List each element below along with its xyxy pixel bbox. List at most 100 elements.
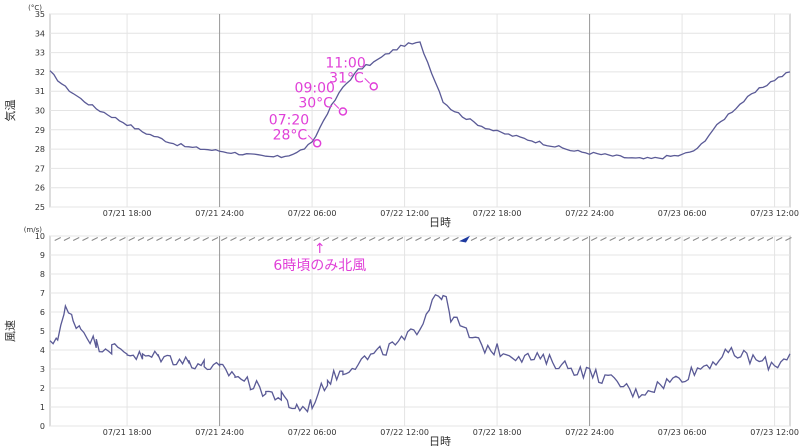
panel2-y-tick-label: 2 [40,384,45,393]
panel2-y-tick-label: 4 [40,346,45,355]
wind-direction-arrow-north [459,235,471,243]
panel1-y-tick-label: 34 [35,29,45,38]
annotation-north-wind: 6時頃のみ北風 [273,258,366,274]
panel2-x-tick-label: 07/21 18:00 [103,428,152,437]
wind-direction-barb [405,237,413,241]
wind-direction-barb [248,237,256,241]
wind-direction-barb [433,237,441,241]
wind-direction-barb [535,237,542,241]
panel2-y-tick-label: 10 [35,232,45,241]
wind-direction-barb [267,237,274,241]
panel1-y-tick-label: 35 [35,10,45,19]
panel1-y-tick-label: 30 [35,107,45,116]
panel1-x-tick-label: 07/22 12:00 [380,209,429,218]
wind-direction-barb [766,237,774,241]
wind-direction-barb [415,237,422,241]
wind-direction-barb [109,237,117,241]
wind-direction-barb [729,237,737,241]
wind-direction-barb [165,237,172,241]
panel1-x-tick-label: 07/23 12:00 [750,209,799,218]
panel2-y-tick-label: 5 [40,327,45,336]
wind-direction-barb [294,237,302,241]
wind-direction-barb [285,237,293,241]
annotation-time: 09:00 [295,80,335,96]
panel2-series-line [49,293,791,413]
panel1-y-tick-label: 27 [35,164,45,173]
panel1-y-tick-label: 33 [35,49,45,58]
panel2-unit-label: (m/s) [24,226,43,234]
wind-direction-barb [183,237,191,241]
wind-direction-barb [100,237,108,241]
panel1-y-tick-label: 32 [35,68,45,77]
wind-direction-barb [701,237,709,241]
wind-direction-barb [609,237,616,241]
wind-direction-barb [128,237,135,241]
wind-direction-barb [655,237,663,241]
wind-direction-barb [202,237,209,241]
panel2-y-axis-label: 風速 [4,320,17,342]
wind-direction-barb [304,237,311,241]
panel1-x-tick-label: 07/22 18:00 [473,209,522,218]
wind-direction-barb [470,237,478,241]
wind-direction-barb [359,237,367,241]
wind-direction-barb [146,237,154,241]
panel2-y-tick-label: 8 [40,270,45,279]
wind-direction-barb [526,237,533,241]
annotation-value: 28°C [273,127,308,143]
wind-direction-barb [553,237,561,241]
wind-direction-barb [516,237,524,241]
annotation-time: 07:20 [269,112,309,128]
panel1-x-axis-label: 日時 [429,216,451,229]
annotation-marker [312,139,322,148]
wind-direction-barb [341,237,348,241]
panel2-x-tick-label: 07/21 24:00 [195,428,244,437]
wind-direction-barb [72,237,80,241]
panel1-x-tick-label: 07/21 24:00 [195,209,244,218]
panel1-unit-label: (°C) [28,4,42,12]
wind-direction-barb [331,237,339,241]
wind-direction-barb [322,237,330,241]
panel2-x-tick-label: 07/22 12:00 [380,428,429,437]
panel1-x-tick-label: 07/22 24:00 [565,209,614,218]
panel2-y-tick-label: 7 [40,289,45,298]
wind-direction-barb [211,237,219,241]
annotation-marker [338,107,348,116]
wind-direction-barb [544,237,552,241]
wind-direction-barb [498,237,505,241]
wind-direction-barb [442,237,450,241]
wind-direction-barb [257,237,265,241]
panel2-x-tick-label: 07/23 06:00 [658,428,707,437]
wind-direction-barb [368,237,376,241]
wind-direction-barb [637,237,644,241]
wind-direction-barb [378,237,385,241]
wind-direction-barb [82,237,89,241]
panel2-y-tick-label: 0 [40,422,45,431]
panel2-y-tick-label: 9 [40,251,45,260]
wind-direction-barb [711,237,718,241]
annotation-arrow [333,103,340,109]
panel2-x-tick-label: 07/22 24:00 [565,428,614,437]
wind-direction-barb [313,237,320,241]
annotation-arrow [307,134,314,141]
wind-direction-barb [63,237,71,241]
panel1-x-tick-label: 07/23 06:00 [658,209,707,218]
panel1-x-tick-label: 07/22 06:00 [288,209,337,218]
wind-direction-barb [581,237,589,241]
wind-direction-barb [479,237,487,241]
wind-direction-barb [674,237,681,241]
wind-direction-barb [646,237,653,241]
wind-direction-barb [692,237,700,241]
wind-direction-barb [424,237,431,241]
annotation-marker [369,82,378,91]
wind-direction-barb [119,237,126,241]
panel1-x-tick-label: 07/21 18:00 [103,209,152,218]
wind-direction-barb [683,237,690,241]
wind-direction-barb [137,237,145,241]
panel1-y-tick-label: 31 [35,87,45,96]
wind-direction-barb [572,237,579,241]
panel2-x-tick-label: 07/23 12:00 [750,428,799,437]
panel2-y-tick-label: 1 [40,403,45,412]
wind-direction-barb [91,237,98,241]
